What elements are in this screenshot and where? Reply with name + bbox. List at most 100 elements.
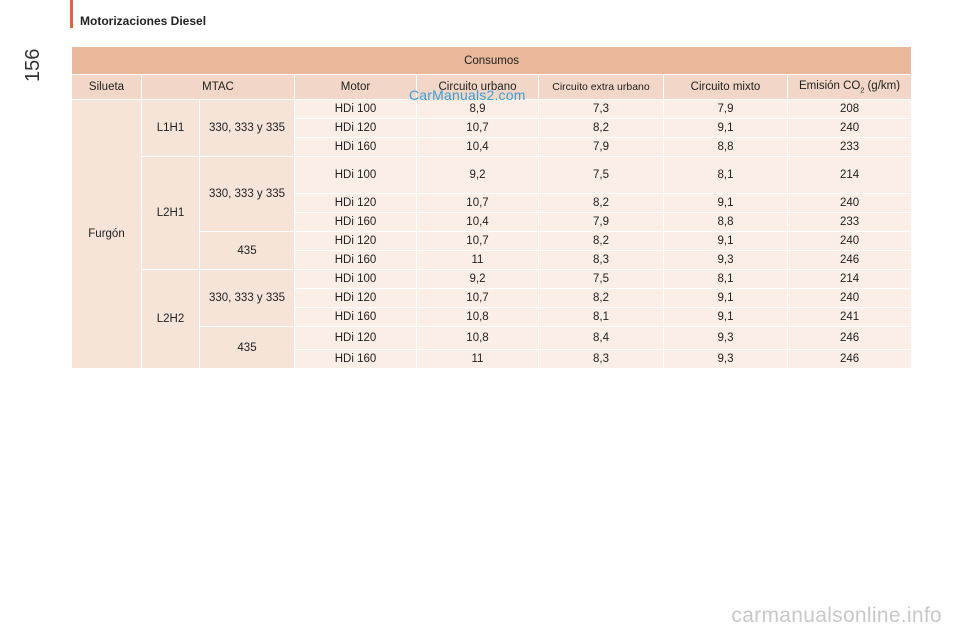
cell-mixto: 8,1 bbox=[663, 269, 788, 289]
cell-urbano: 10,7 bbox=[416, 118, 539, 138]
cell-extra: 8,3 bbox=[538, 349, 664, 369]
cell-motor: HDi 100 bbox=[294, 269, 417, 289]
cell-motor: HDi 160 bbox=[294, 137, 417, 157]
cell-mixto: 8,8 bbox=[663, 137, 788, 157]
table-row: HDi 160 10,8 8,1 9,1 241 bbox=[72, 307, 913, 327]
mtac-l2h1-a: 330, 333 y 335 bbox=[199, 156, 295, 232]
cell-motor: HDi 160 bbox=[294, 349, 417, 369]
col-urbano: Circuito urbano bbox=[416, 74, 539, 100]
cell-co2: 214 bbox=[786, 269, 913, 289]
table-row: HDi 160 11 8,3 9,3 246 bbox=[72, 349, 913, 369]
cell-urbano: 10,7 bbox=[416, 288, 539, 308]
cell-co2: 246 bbox=[786, 326, 913, 350]
group-label-l1h1: L1H1 bbox=[141, 99, 200, 157]
cell-co2: 246 bbox=[786, 250, 913, 270]
cell-urbano: 10,7 bbox=[416, 193, 539, 213]
cell-urbano: 10,8 bbox=[416, 307, 539, 327]
cell-mixto: 8,1 bbox=[663, 156, 788, 194]
col-mtac: MTAC bbox=[141, 74, 295, 100]
cell-mixto: 9,1 bbox=[663, 288, 788, 308]
col-silueta: Silueta bbox=[71, 74, 142, 100]
mtac-l2h1-b: 435 bbox=[199, 231, 295, 270]
table-header-row: Silueta MTAC Motor Circuito urbano Circu… bbox=[71, 74, 913, 100]
cell-co2: 240 bbox=[786, 231, 913, 251]
col-motor: Motor bbox=[294, 74, 417, 100]
cell-co2: 241 bbox=[786, 307, 913, 327]
table-row: HDi 120 10,7 8,2 9,1 240 bbox=[72, 193, 913, 213]
cell-mixto: 8,8 bbox=[663, 212, 788, 232]
mtac-l2h2-a: 330, 333 y 335 bbox=[199, 269, 295, 327]
cell-extra: 8,2 bbox=[538, 193, 664, 213]
cell-extra: 8,2 bbox=[538, 231, 664, 251]
cell-motor: HDi 120 bbox=[294, 231, 417, 251]
cell-motor: HDi 120 bbox=[294, 193, 417, 213]
cell-mixto: 9,1 bbox=[663, 118, 788, 138]
cell-extra: 8,4 bbox=[538, 326, 664, 350]
cell-mixto: 9,3 bbox=[663, 326, 788, 350]
cell-extra: 7,5 bbox=[538, 269, 664, 289]
cell-urbano: 9,2 bbox=[416, 269, 539, 289]
col-emision-suffix: (g/km) bbox=[864, 79, 901, 92]
col-emision-prefix: Emisión CO bbox=[799, 79, 861, 92]
cell-mixto: 9,1 bbox=[663, 193, 788, 213]
cell-co2: 240 bbox=[786, 288, 913, 308]
cell-urbano: 10,4 bbox=[416, 137, 539, 157]
table-row: HDi 160 10,4 7,9 8,8 233 bbox=[72, 212, 913, 232]
cell-motor: HDi 120 bbox=[294, 326, 417, 350]
col-emision-sub: 2 bbox=[860, 87, 865, 95]
cell-co2: 240 bbox=[786, 193, 913, 213]
page-number: 156 bbox=[22, 48, 44, 82]
table-row: L2H2 330, 333 y 335 HDi 100 9,2 7,5 8,1 214 bbox=[72, 269, 913, 369]
cell-motor: HDi 120 bbox=[294, 288, 417, 308]
cell-co2: 233 bbox=[786, 137, 913, 157]
cell-urbano: 10,4 bbox=[416, 212, 539, 232]
group-label-l2h2: L2H2 bbox=[141, 269, 200, 369]
cell-motor: HDi 120 bbox=[294, 118, 417, 138]
section-title: Motorizaciones Diesel bbox=[80, 14, 207, 28]
mtac-l2h2-b: 435 bbox=[199, 326, 295, 369]
consumption-table: Consumos Silueta MTAC Motor Circuito urb… bbox=[70, 46, 913, 369]
accent-bar bbox=[70, 0, 73, 28]
cell-motor: HDi 160 bbox=[294, 307, 417, 327]
cell-motor: HDi 100 bbox=[294, 156, 417, 194]
cell-extra: 7,9 bbox=[538, 212, 664, 232]
cell-co2: 214 bbox=[786, 156, 913, 194]
cell-motor: HDi 160 bbox=[294, 250, 417, 270]
cell-extra: 8,1 bbox=[538, 307, 664, 327]
table-title: Consumos bbox=[70, 46, 913, 75]
table-row: HDi 120 10,7 8,2 9,1 240 bbox=[72, 118, 913, 138]
cell-extra: 7,3 bbox=[538, 99, 664, 119]
cell-extra: 7,5 bbox=[538, 156, 664, 194]
table-row: HDi 120 10,7 8,2 9,1 240 bbox=[72, 288, 913, 308]
cell-motor: HDi 100 bbox=[294, 99, 417, 119]
cell-mixto: 7,9 bbox=[663, 99, 788, 119]
cell-urbano: 11 bbox=[416, 250, 539, 270]
cell-urbano: 9,2 bbox=[416, 156, 539, 194]
col-emision: Emisión CO2 (g/km) bbox=[786, 74, 913, 100]
mtac-l1h1: 330, 333 y 335 bbox=[199, 99, 295, 157]
group-label-l2h1: L2H1 bbox=[141, 156, 200, 270]
cell-mixto: 9,1 bbox=[663, 307, 788, 327]
silueta-furgon: Furgón bbox=[71, 99, 142, 369]
cell-co2: 246 bbox=[786, 349, 913, 369]
col-extra-urbano: Circuito extra urbano bbox=[538, 74, 664, 100]
table-row: HDi 160 10,4 7,9 8,8 233 bbox=[72, 137, 913, 157]
cell-urbano: 11 bbox=[416, 349, 539, 369]
watermark-top: CarManuals2.com bbox=[409, 87, 526, 103]
cell-mixto: 9,3 bbox=[663, 250, 788, 270]
cell-extra: 8,2 bbox=[538, 288, 664, 308]
cell-mixto: 9,3 bbox=[663, 349, 788, 369]
cell-co2: 208 bbox=[786, 99, 913, 119]
cell-co2: 233 bbox=[786, 212, 913, 232]
cell-urbano: 10,8 bbox=[416, 326, 539, 350]
cell-co2: 240 bbox=[786, 118, 913, 138]
cell-extra: 8,2 bbox=[538, 118, 664, 138]
table-row: Furgón L1H1 330, 333 y 335 HDi 100 8,9 7,3 7,9… bbox=[71, 99, 913, 369]
watermark-bottom: carmanualsonline.info bbox=[731, 604, 942, 627]
table-row: L2H1 330, 333 y 335 HDi 100 9,2 7,5 8,1 214 bbox=[72, 156, 913, 270]
cell-extra: 7,9 bbox=[538, 137, 664, 157]
cell-urbano: 10,7 bbox=[416, 231, 539, 251]
table-title-row: Consumos bbox=[70, 46, 913, 75]
cell-mixto: 9,1 bbox=[663, 231, 788, 251]
cell-extra: 8,3 bbox=[538, 250, 664, 270]
